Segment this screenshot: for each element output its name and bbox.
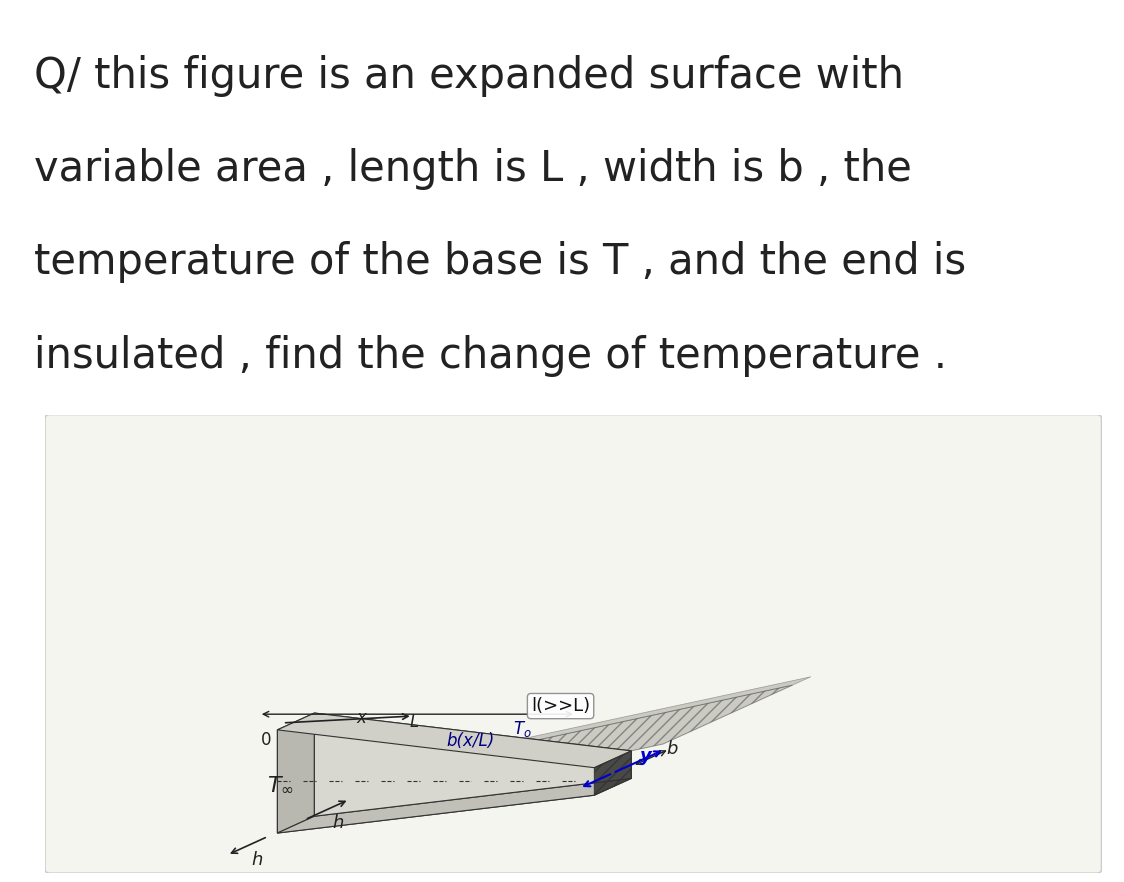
Text: L: L (409, 714, 418, 731)
Polygon shape (595, 751, 632, 796)
Polygon shape (296, 685, 792, 823)
Text: $T_\infty$: $T_\infty$ (266, 774, 293, 795)
Text: Q/ this figure is an expanded surface with: Q/ this figure is an expanded surface wi… (34, 56, 904, 97)
Text: h: h (333, 814, 344, 833)
Text: temperature of the base is T , and the end is: temperature of the base is T , and the e… (34, 242, 966, 283)
Text: l(>>L): l(>>L) (531, 697, 590, 715)
Polygon shape (278, 779, 632, 833)
Polygon shape (278, 713, 632, 767)
Text: variable area , length is L , width is b , the: variable area , length is L , width is b… (34, 148, 912, 191)
Text: insulated , find the change of temperature .: insulated , find the change of temperatu… (34, 334, 946, 377)
Polygon shape (278, 713, 315, 833)
Polygon shape (315, 713, 632, 816)
Polygon shape (278, 730, 595, 833)
Text: b: b (667, 740, 678, 758)
Text: $T_o$: $T_o$ (513, 720, 532, 739)
Text: 0: 0 (261, 730, 272, 749)
Polygon shape (425, 676, 812, 764)
Text: b(x/L): b(x/L) (446, 732, 495, 751)
Text: h: h (251, 851, 262, 870)
FancyBboxPatch shape (45, 415, 1102, 873)
Text: y: y (640, 747, 652, 765)
Text: x: x (356, 709, 366, 727)
Polygon shape (156, 764, 425, 833)
